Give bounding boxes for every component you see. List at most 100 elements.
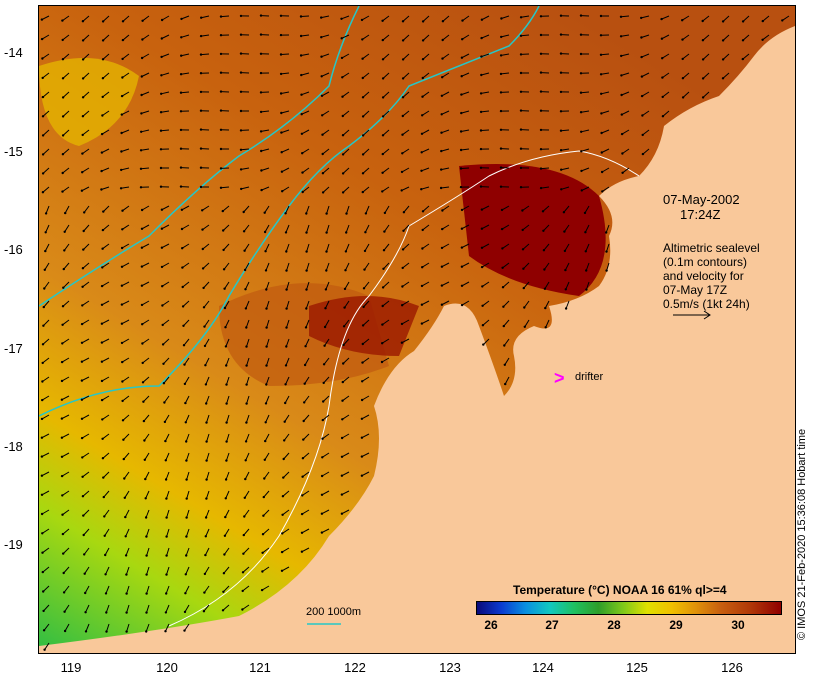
velocity-arrowhead (259, 130, 263, 133)
velocity-arrow (244, 243, 250, 251)
velocity-arrowhead (539, 71, 543, 74)
velocity-arrowhead (120, 265, 124, 268)
velocity-arrowhead (159, 166, 163, 170)
lat-label: -17 (4, 341, 23, 356)
velocity-arrow (82, 281, 90, 288)
velocity-arrowhead (100, 341, 104, 344)
velocity-arrowhead (584, 250, 587, 253)
velocity-arrowhead (63, 610, 66, 613)
velocity-arrowhead (460, 265, 464, 268)
velocity-arrow (42, 167, 50, 174)
velocity-arrow (81, 376, 90, 382)
velocity-arrow (364, 243, 370, 252)
velocity-arrowhead (80, 360, 84, 363)
velocity-arrowhead (285, 269, 288, 272)
velocity-arrowhead (503, 344, 506, 347)
velocity-arrow (246, 338, 250, 347)
velocity-arrowhead (519, 16, 523, 19)
velocity-arrowhead (239, 168, 243, 171)
map-canvas (39, 6, 795, 653)
velocity-arrow (382, 167, 390, 174)
velocity-arrowhead (243, 515, 246, 518)
velocity-arrow (141, 262, 150, 268)
velocity-arrow (342, 167, 350, 174)
lon-label: 126 (721, 660, 743, 675)
velocity-arrowhead (299, 34, 303, 38)
velocity-arrowhead (142, 400, 145, 403)
velocity-arrow (106, 623, 110, 632)
velocity-arrowhead (41, 380, 44, 383)
velocity-arrowhead (281, 513, 284, 516)
velocity-arrowhead (640, 75, 644, 78)
velocity-arrowhead (139, 149, 143, 152)
velocity-arrowhead (185, 497, 188, 500)
velocity-arrowhead (223, 306, 227, 310)
velocity-arrowhead (61, 323, 64, 326)
velocity-arrow (186, 509, 190, 518)
velocity-arrow (63, 243, 70, 251)
velocity-arrow (42, 585, 50, 592)
velocity-arrow (141, 319, 150, 325)
velocity-arrowhead (360, 398, 364, 402)
velocity-arrow (585, 281, 590, 290)
velocity-arrowhead (459, 185, 463, 189)
lon-label: 124 (532, 660, 554, 675)
velocity-arrowhead (179, 110, 183, 113)
velocity-arrow (121, 91, 130, 97)
drifter-icon: > (554, 368, 565, 388)
velocity-arrow (342, 148, 350, 155)
velocity-arrow (61, 433, 70, 439)
velocity-arrowhead (162, 382, 166, 385)
velocity-arrow (302, 433, 310, 440)
velocity-arrowhead (441, 57, 444, 60)
velocity-arrow (441, 167, 450, 171)
velocity-arrowhead (482, 343, 485, 346)
velocity-arrow (302, 490, 310, 496)
velocity-arrowhead (563, 230, 566, 233)
velocity-arrowhead (61, 494, 64, 497)
velocity-arrowhead (304, 345, 307, 348)
velocity-arrowhead (721, 39, 725, 42)
velocity-arrow (201, 34, 210, 37)
velocity-arrowhead (280, 170, 284, 173)
velocity-arrow (62, 509, 70, 516)
velocity-arrow (83, 528, 90, 536)
velocity-arrow (362, 53, 370, 60)
velocity-arrowhead (701, 77, 705, 80)
velocity-arrow (782, 15, 790, 21)
velocity-arrowhead (264, 402, 268, 405)
velocity-arrowhead (224, 497, 227, 500)
velocity-arrowhead (460, 75, 463, 78)
isobath-200m (39, 6, 540, 417)
velocity-arrow (62, 53, 70, 60)
velocity-arrow (184, 585, 190, 594)
velocity-arrowhead (519, 186, 523, 189)
velocity-arrowhead (61, 38, 64, 42)
velocity-arrowhead (641, 133, 644, 137)
velocity-arrow (41, 414, 50, 420)
velocity-arrowhead (101, 114, 104, 117)
velocity-arrow (201, 205, 210, 211)
velocity-arrowhead (160, 227, 164, 230)
velocity-arrowhead (84, 611, 87, 614)
velocity-arrow (281, 129, 290, 134)
velocity-arrow (286, 319, 290, 328)
velocity-arrow (222, 224, 230, 231)
velocity-arrow (41, 15, 50, 21)
velocity-arrow (121, 262, 130, 268)
velocity-arrow (662, 91, 670, 98)
velocity-arrowhead (63, 230, 66, 233)
velocity-arrowhead (324, 307, 327, 310)
velocity-arrowhead (199, 185, 203, 189)
velocity-arrow (246, 357, 250, 366)
velocity-arrow (362, 167, 370, 174)
velocity-arrowhead (205, 478, 208, 481)
velocity-arrow (266, 357, 270, 366)
velocity-arrow (581, 167, 590, 172)
velocity-arrowhead (125, 573, 128, 576)
velocity-arrow (322, 452, 330, 458)
velocity-arrowhead (461, 19, 464, 22)
velocity-arrowhead (180, 54, 183, 57)
velocity-arrowhead (421, 76, 424, 80)
velocity-arrow (124, 509, 130, 518)
